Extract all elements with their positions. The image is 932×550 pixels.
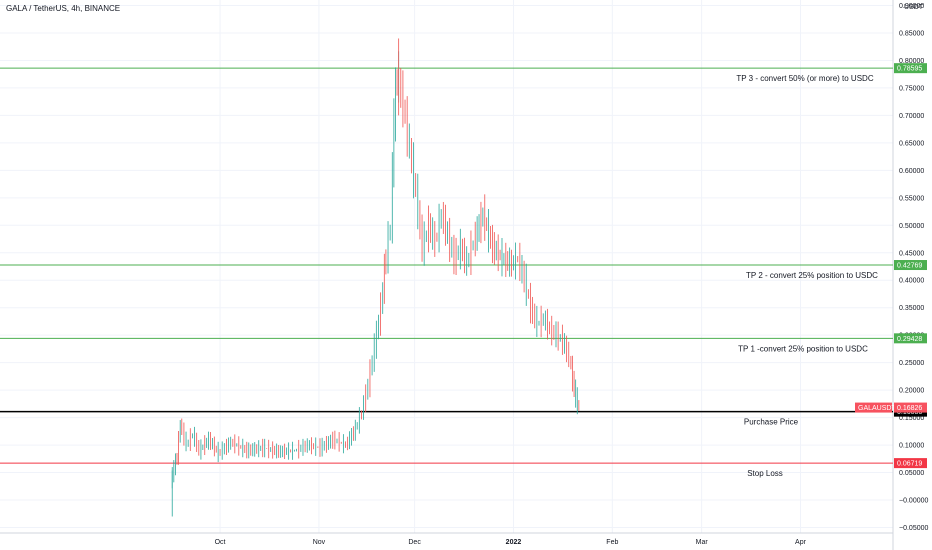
y-tick-label: −0.05000 [899,525,928,532]
level-price-label: 0.29428 [897,336,922,343]
level-price-label: 0.42769 [897,263,922,270]
level-price-badge [894,63,927,74]
y-tick-label: 0.55000 [899,195,924,202]
y-tick-label: 0.10000 [899,443,924,450]
last-price-label: 0.16826 [897,405,922,412]
y-tick-label: 0.80000 [899,58,924,65]
x-tick-label: Oct [215,539,226,546]
level-price-label: 0.06719 [897,461,922,468]
level-annotation: Stop Loss [747,469,783,478]
x-tick-label: Mar [696,539,709,546]
x-tick-label: Dec [408,539,421,546]
y-tick-label: 0.45000 [899,250,924,257]
chart-title: GALA / TetherUS, 4h, BINANCE [6,4,121,13]
x-tick-label: Nov [313,539,326,546]
y-tick-label: −0.00000 [899,498,928,505]
level-annotation: TP 1 -convert 25% position to USDC [738,344,868,353]
level-annotation: TP 3 - convert 50% (or more) to USDC [736,74,873,83]
y-tick-label: 0.25000 [899,360,924,367]
y-tick-label: 0.05000 [899,470,924,477]
currency-unit: USDT [904,4,924,11]
x-tick-label: Feb [606,539,618,546]
y-tick-label: 0.90000 [899,3,924,10]
level-price-label: 0.16086 [897,409,922,416]
symbol-badge [855,402,892,413]
y-tick-label: 0.70000 [899,113,924,120]
x-tick-label: 2022 [506,539,522,546]
level-annotation: Purchase Price [744,418,799,427]
symbol-label: GALAUSDT [858,405,896,412]
y-tick-label: 0.85000 [899,30,924,37]
y-tick-label: 0.60000 [899,168,924,175]
last-price-badge [894,402,927,413]
y-tick-label: 0.40000 [899,278,924,285]
level-price-badge [894,458,927,469]
y-tick-label: 0.75000 [899,85,924,92]
y-tick-label: 0.15000 [899,415,924,422]
y-tick-label: 0.35000 [899,305,924,312]
level-price-label: 0.78595 [897,66,922,73]
level-price-badge [894,260,927,271]
y-tick-label: 0.65000 [899,140,924,147]
level-price-badge [894,333,927,344]
y-tick-label: 0.20000 [899,388,924,395]
y-tick-label: 0.50000 [899,223,924,230]
x-tick-label: Apr [795,539,807,546]
level-annotation: TP 2 - convert 25% position to USDC [746,271,878,280]
